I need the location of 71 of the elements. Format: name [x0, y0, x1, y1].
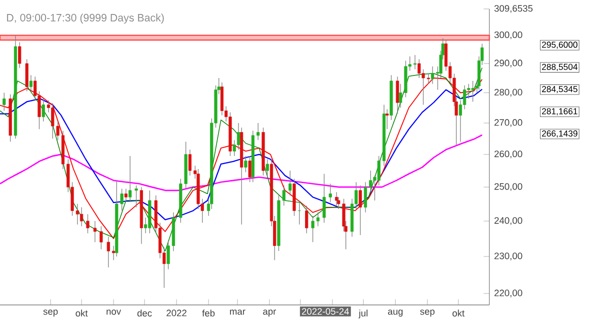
candlestick: [322, 174, 326, 224]
x-tick-label: mar: [230, 310, 246, 315]
candlestick: [431, 66, 434, 84]
candlestick: [256, 122, 260, 140]
candlestick: [248, 156, 252, 182]
candlestick: [236, 122, 240, 150]
candlestick: [188, 149, 192, 176]
candlestick: [244, 156, 248, 173]
candlestick: [358, 185, 362, 236]
candlestick: [134, 185, 138, 208]
candlestick: [335, 192, 338, 206]
candlestick: [386, 108, 389, 130]
x-tick-label: jul: [358, 310, 368, 318]
y-tick-label: 300,00: [494, 31, 522, 40]
text: 266,1439: [542, 130, 578, 138]
y-tick-label: 309,6535: [494, 5, 533, 13]
y-tick-label: 270,00: [494, 119, 522, 127]
candlestick: [86, 214, 90, 234]
text: 2022-05-24: [302, 308, 349, 315]
text: 288,5504: [542, 64, 578, 71]
candlestick: [76, 204, 79, 225]
candlestick: [42, 98, 45, 122]
candlestick: [288, 170, 292, 196]
x-tick-label: sep: [43, 310, 58, 317]
candlestick: [80, 206, 84, 227]
y-tick-label: 290,00: [494, 60, 522, 68]
candlestick: [18, 42, 22, 68]
x-tick-label: dec: [137, 310, 152, 316]
candlestick: [328, 183, 332, 203]
x-tick-label: nov: [106, 310, 122, 315]
text: 295,6000: [542, 42, 578, 49]
candlestick: [311, 216, 314, 242]
candlestick: [25, 58, 28, 92]
candlestick: [305, 205, 308, 234]
candlestick: [369, 170, 372, 192]
y-tick-label: 280,00: [494, 88, 522, 97]
candlestick: [166, 240, 170, 270]
x-tick-label: okt: [452, 310, 465, 316]
candlestick: [364, 182, 367, 213]
x-tick-label: feb: [202, 310, 215, 316]
candlestick: [106, 236, 110, 268]
y-tick-label: 240,00: [494, 217, 522, 225]
y-tick-label: 260,00: [494, 150, 522, 158]
y-tick-label: 230,00: [494, 252, 522, 260]
x-tick-label: sep: [420, 310, 435, 317]
candlestick: [124, 188, 128, 203]
candlestick: [399, 84, 402, 108]
candlestick: [29, 74, 33, 92]
candlestick: [2, 92, 6, 112]
candlestick: [471, 80, 474, 102]
text: 281,1661: [542, 108, 578, 116]
y-tick-label: 220,00: [494, 290, 522, 298]
candlestick: [100, 226, 103, 250]
candlestick: [413, 54, 417, 70]
x-tick-label: okt: [76, 310, 88, 316]
candlestick: [128, 156, 132, 203]
candlestick: [316, 212, 320, 227]
text: 284,5345: [542, 86, 578, 94]
candlestick: [396, 76, 399, 114]
y-tick-label: 250,00: [494, 183, 522, 191]
chart-title: D, 09:00-17:30 (9999 Days Back): [7, 14, 164, 24]
candlestick: [418, 58, 421, 78]
candlestick: [266, 158, 269, 176]
candlestick: [112, 245, 116, 260]
line-series: [0, 88, 483, 220]
candlestick: [377, 156, 380, 186]
candlestick: [426, 73, 430, 84]
x-tick-label: 2022: [166, 310, 186, 316]
x-tick-label: apr: [263, 310, 276, 317]
candlestick: [93, 220, 97, 242]
x-tick-label: aug: [388, 310, 403, 317]
